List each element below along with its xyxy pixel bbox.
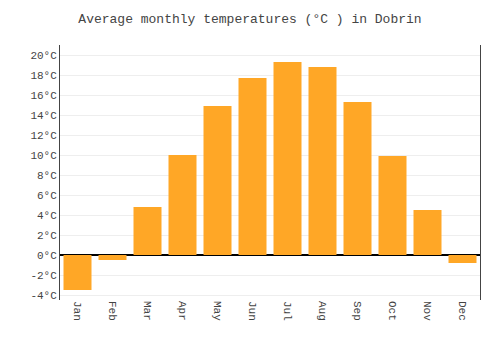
svg-text:Jan: Jan [71,301,83,321]
svg-text:12°C: 12°C [30,130,57,142]
svg-text:May: May [211,301,223,321]
svg-text:Average monthly temperatures (: Average monthly temperatures (°C ) in Do… [78,12,421,27]
svg-text:20°C: 20°C [30,50,57,62]
svg-text:Nov: Nov [421,301,433,321]
svg-text:Feb: Feb [106,301,118,321]
svg-text:-2°C: -2°C [30,270,57,282]
svg-text:14°C: 14°C [30,110,57,122]
svg-text:Oct: Oct [386,301,398,321]
svg-text:6°C: 6°C [37,190,57,202]
svg-text:2°C: 2°C [37,230,57,242]
svg-text:Mar: Mar [141,301,153,321]
svg-text:10°C: 10°C [30,150,57,162]
svg-text:Aug: Aug [316,301,328,321]
svg-text:8°C: 8°C [37,170,57,182]
svg-text:Dec: Dec [456,301,468,321]
svg-text:16°C: 16°C [30,90,57,102]
svg-text:4°C: 4°C [37,210,57,222]
svg-text:0°C: 0°C [37,250,57,262]
svg-text:Sep: Sep [351,301,363,321]
svg-text:Apr: Apr [176,301,188,321]
svg-text:Jun: Jun [246,301,258,321]
svg-text:-4°C: -4°C [30,290,57,302]
svg-text:18°C: 18°C [30,70,57,82]
svg-text:Jul: Jul [281,301,293,321]
